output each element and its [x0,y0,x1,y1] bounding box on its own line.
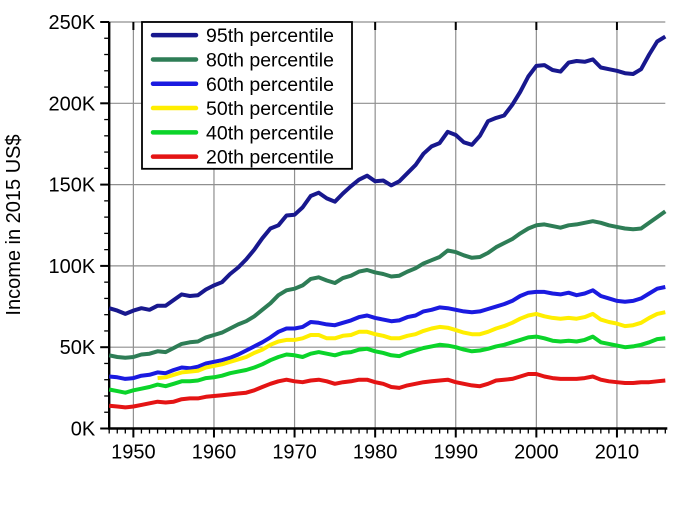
y-axis-title: Income in 2015 US$ [3,134,25,315]
y-tick-label: 200K [48,93,95,115]
series-line-20th-percentile [109,372,666,410]
y-tick-label: 100K [48,256,95,278]
legend-label: 80th percentile [206,49,334,71]
y-tick-labels: 0K 50K 100K 150K 200K 250K [48,12,95,441]
x-tick-label: 1950 [111,442,156,464]
y-tick-label: 150K [48,175,95,197]
y-tick-label: 250K [48,12,95,34]
series-line-95th-percentile [108,34,667,316]
y-tick-label: 50K [60,337,96,359]
legend-label: 60th percentile [206,74,334,96]
legend-label: 20th percentile [206,147,334,169]
legend-label: 40th percentile [206,122,334,144]
legend-label: 95th percentile [206,25,334,47]
x-tick-label: 1970 [272,442,317,464]
legend-box [141,21,353,170]
x-tick-labels: 1950 1960 1970 1980 1990 2000 2010 [111,442,639,464]
axes [107,22,668,430]
series-line-40th-percentile [108,334,666,395]
x-tick-label: 2010 [595,442,640,464]
series-line-50th-percentile [157,310,666,381]
series-line-80th-percentile [108,209,667,360]
x-tick-label: 1990 [434,442,479,464]
x-tick-label: 2000 [514,442,559,464]
legend-label: 50th percentile [206,98,334,120]
series-line-60th-percentile [109,285,666,381]
x-tick-label: 1960 [192,442,237,464]
axis-ticks [100,21,666,438]
y-tick-label: 0K [71,419,96,441]
x-tick-label: 1980 [353,442,398,464]
data-series [108,34,667,410]
